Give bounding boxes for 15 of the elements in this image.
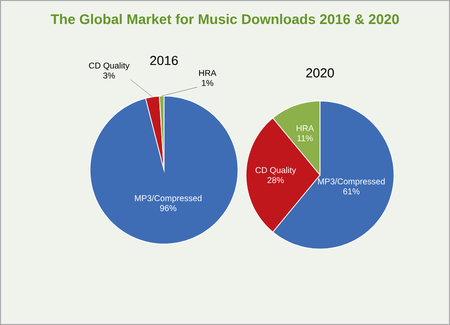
slice-label: CD Quality — [256, 166, 296, 175]
data-label: 11% — [297, 135, 313, 142]
slice-label: MP3/Compressed — [134, 194, 202, 203]
slice-label: MP3/Compressed — [318, 178, 385, 186]
chart-subtitle: 2016 — [150, 56, 178, 66]
slice-label: HRA — [199, 70, 216, 76]
data-label: 96% — [160, 205, 176, 212]
chart-subtitle: 2020 — [306, 68, 334, 78]
slice-label: HRA — [296, 125, 314, 132]
data-label: 1% — [202, 80, 214, 86]
data-label: 28% — [268, 177, 284, 184]
data-label: 3% — [103, 72, 115, 79]
data-label: 61% — [343, 188, 360, 194]
chart-title: The Global Market for Music Downloads 2016 & 2020 — [50, 14, 399, 24]
slice-label: CD Quality — [89, 62, 130, 70]
